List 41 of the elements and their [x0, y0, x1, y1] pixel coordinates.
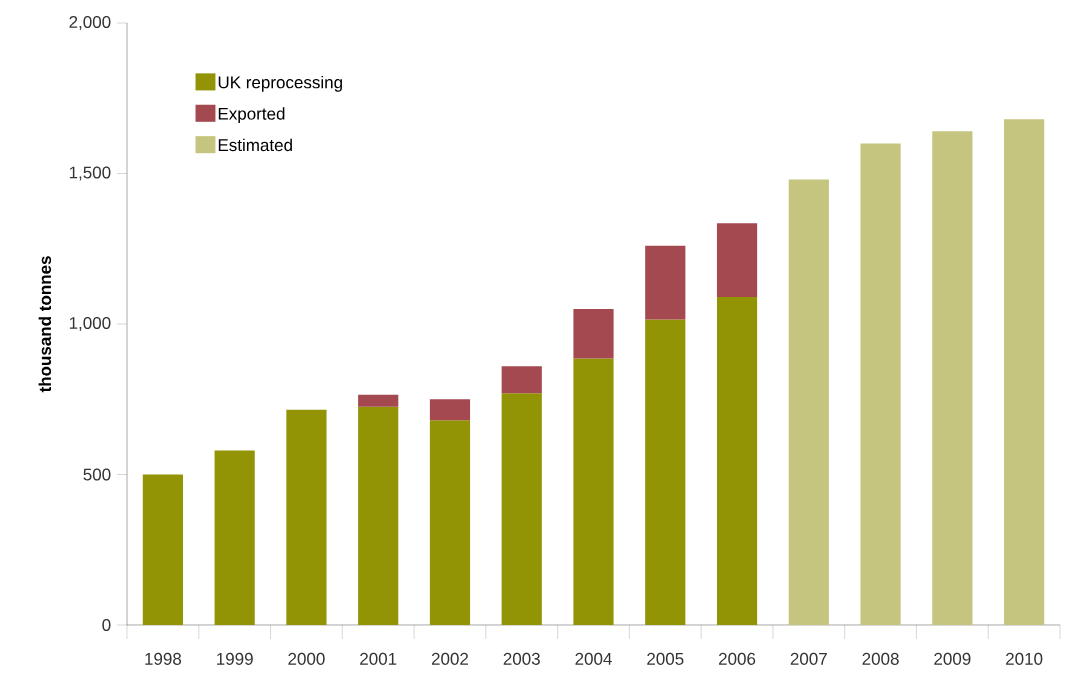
bar [573, 308, 614, 359]
bar [286, 409, 327, 625]
y-axis-title: thousand tonnes [38, 256, 52, 393]
y-tick-label: 0 [102, 618, 111, 632]
bar [573, 358, 614, 625]
bar [429, 399, 471, 421]
bar [932, 131, 973, 625]
x-tick-label: 2009 [934, 652, 971, 665]
bar [358, 406, 399, 625]
y-tick-label: 1,000 [69, 316, 111, 332]
bar [358, 394, 399, 407]
bar [142, 474, 183, 625]
legend-label: UK reprocessing [218, 75, 342, 92]
bar [214, 450, 255, 625]
x-tick-label: 2005 [647, 652, 684, 665]
x-tick-label: 2000 [288, 652, 325, 665]
x-tick-label: 2006 [719, 652, 756, 665]
bar [1004, 119, 1045, 625]
x-tick-label: 1998 [145, 652, 182, 665]
y-tick-label: 1,500 [69, 166, 111, 181]
x-tick-label: 2010 [1006, 652, 1043, 665]
x-tick-label: 2008 [862, 652, 899, 665]
legend-label: Exported [218, 107, 285, 124]
bar [788, 179, 829, 625]
bar [501, 393, 542, 625]
bar [860, 143, 901, 625]
bar [716, 296, 758, 625]
x-tick-label: 2001 [360, 652, 397, 665]
y-tick-label: 2,000 [69, 15, 111, 31]
x-tick-label: 2003 [503, 652, 540, 665]
x-tick-label: 2002 [431, 652, 469, 665]
legend-label: Estimated [218, 138, 292, 152]
y-tick-label: 500 [83, 468, 111, 481]
x-tick-label: 1999 [217, 652, 253, 665]
x-tick-label: 2007 [790, 652, 827, 665]
bar [716, 223, 758, 297]
x-tick-label: 2004 [575, 652, 612, 665]
bar [645, 245, 686, 320]
bar [429, 420, 471, 625]
bar [645, 319, 686, 625]
bar [501, 366, 542, 394]
